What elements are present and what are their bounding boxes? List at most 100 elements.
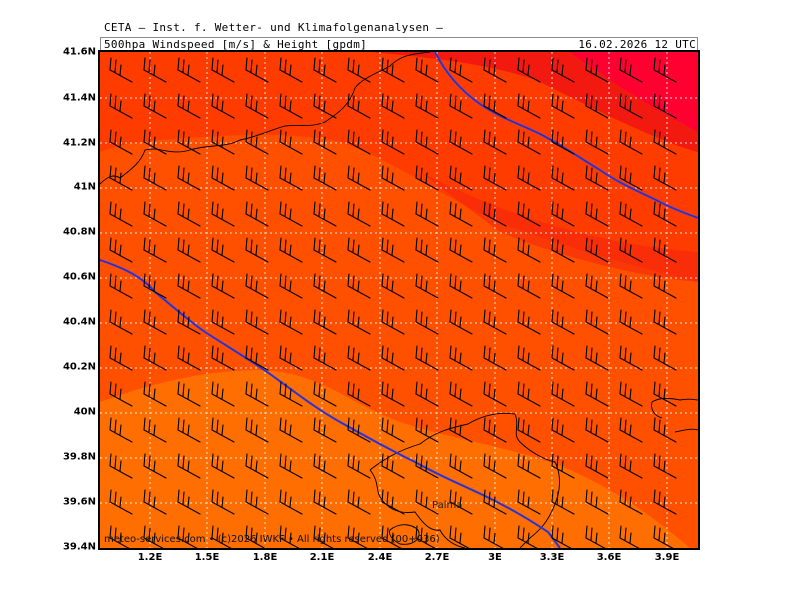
wind-barb — [517, 201, 541, 227]
wind-barb — [517, 525, 538, 548]
wind-barb — [585, 93, 609, 119]
wind-barb — [347, 93, 371, 119]
wind-barb — [653, 525, 674, 548]
wind-barb — [585, 165, 609, 191]
lon-label-3e: 3E — [488, 552, 502, 563]
wind-barb — [517, 165, 541, 191]
speed-band-red — [100, 52, 698, 282]
wind-barb — [483, 237, 507, 263]
wind-barb — [415, 381, 439, 407]
wind-barb — [551, 57, 575, 83]
wind-barb — [109, 381, 133, 407]
wind-barb — [551, 201, 575, 227]
wind-barb — [143, 525, 164, 548]
wind-barb — [109, 165, 133, 191]
wind-barb — [245, 201, 269, 227]
wind-barb — [381, 93, 405, 119]
wind-barb — [415, 489, 439, 515]
wind-barb — [177, 381, 201, 407]
height-contour-shadow — [100, 52, 698, 548]
wind-barb — [415, 129, 439, 155]
wind-barb — [517, 381, 541, 407]
wind-barb — [279, 273, 303, 299]
wind-barb — [143, 345, 167, 371]
wind-barb — [517, 93, 541, 119]
wind-barb — [619, 237, 643, 263]
weather-map[interactable] — [98, 50, 700, 550]
wind-barb — [177, 129, 201, 155]
wind-barb — [109, 57, 133, 83]
wind-barb — [211, 165, 235, 191]
lat-label-41.2n: 41.2N — [62, 137, 96, 149]
wind-barb — [585, 489, 609, 515]
wind-barb — [245, 525, 266, 548]
wind-barb — [449, 309, 473, 335]
wind-barb — [551, 165, 575, 191]
wind-barb — [143, 417, 167, 443]
wind-barb — [551, 309, 575, 335]
wind-barb — [551, 129, 575, 155]
wind-barb — [449, 273, 473, 299]
wind-barb — [653, 345, 677, 371]
lat-label-41.4n: 41.4N — [62, 92, 96, 104]
wind-barb — [177, 273, 201, 299]
wind-barb — [109, 453, 133, 479]
wind-barb — [279, 237, 303, 263]
wind-barb — [517, 309, 541, 335]
lon-label-3.6e: 3.6E — [596, 552, 622, 563]
wind-barb — [313, 237, 337, 263]
wind-barb — [619, 201, 643, 227]
wind-barb — [585, 417, 609, 443]
wind-barb — [381, 237, 405, 263]
wind-barb — [279, 165, 303, 191]
wind-barb — [585, 309, 609, 335]
wind-barb — [415, 525, 436, 548]
wind-barb — [415, 417, 439, 443]
wind-barb — [109, 93, 133, 119]
wind-barb — [347, 309, 371, 335]
wind-barb — [211, 417, 235, 443]
wind-barb — [279, 309, 303, 335]
wind-barb — [551, 345, 575, 371]
wind-barb — [313, 309, 337, 335]
wind-barb — [177, 453, 201, 479]
wind-barb — [211, 525, 232, 548]
wind-barb — [585, 345, 609, 371]
wind-barb — [177, 489, 201, 515]
wind-barb — [245, 453, 269, 479]
wind-barb — [177, 309, 201, 335]
wind-barb — [279, 129, 303, 155]
wind-barb — [279, 93, 303, 119]
wind-barb — [381, 525, 402, 548]
wind-barb — [109, 129, 133, 155]
wind-barb — [279, 489, 303, 515]
wind-barb — [381, 201, 405, 227]
wind-barb — [653, 273, 677, 299]
wind-barb — [585, 201, 609, 227]
wind-barb — [279, 453, 303, 479]
wind-barb — [109, 417, 133, 443]
wind-barb — [415, 453, 439, 479]
wind-barb — [415, 57, 439, 83]
wind-barb — [109, 309, 133, 335]
wind-barb — [109, 345, 133, 371]
wind-barb — [653, 381, 677, 407]
wind-barb — [211, 237, 235, 263]
header-box — [100, 37, 698, 51]
wind-barb — [653, 453, 677, 479]
valid-time: 16.02.2026 12 UTC — [578, 38, 696, 51]
wind-barb — [313, 417, 337, 443]
wind-barb — [483, 345, 507, 371]
wind-barb — [143, 201, 167, 227]
wind-barb — [109, 525, 130, 548]
wind-barb — [449, 489, 473, 515]
wind-barb — [109, 201, 133, 227]
wind-barb — [585, 453, 609, 479]
lon-label-1.8e: 1.8E — [252, 552, 278, 563]
wind-barb — [313, 57, 337, 83]
wind-barb — [415, 273, 439, 299]
wind-barb — [483, 417, 507, 443]
wind-barb — [177, 345, 201, 371]
lon-label-1.5e: 1.5E — [194, 552, 220, 563]
wind-barb — [381, 273, 405, 299]
